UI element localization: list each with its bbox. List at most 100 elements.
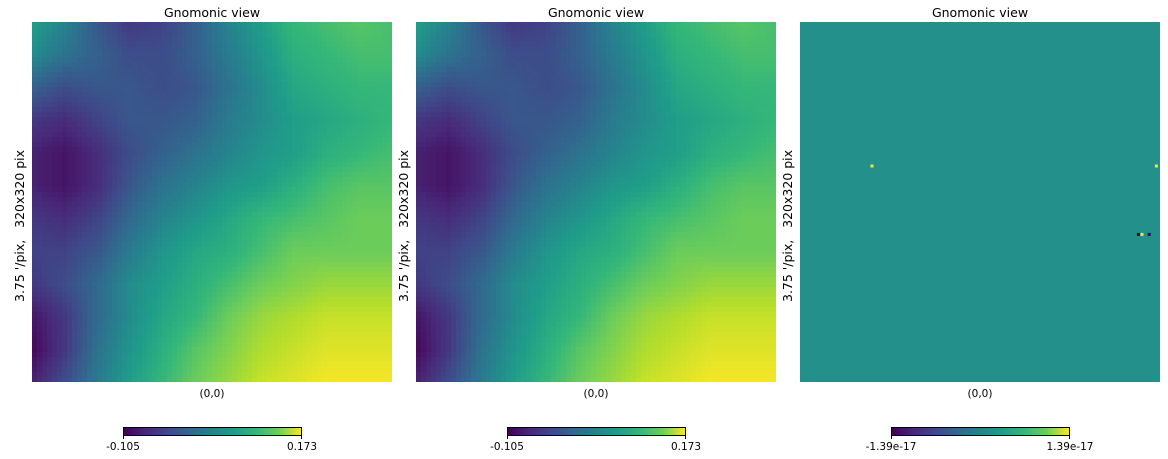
map-cell	[32, 262, 38, 268]
map-cell	[347, 227, 353, 233]
map-cell	[367, 87, 373, 93]
map-cell	[322, 127, 328, 133]
map-cell	[362, 162, 368, 168]
map-cell	[232, 182, 238, 188]
map-cell	[357, 257, 363, 263]
map-cell	[252, 167, 258, 173]
map-cell	[307, 172, 313, 178]
map-cell	[147, 287, 153, 293]
map-cell	[92, 367, 98, 373]
map-cell	[347, 187, 353, 193]
map-cell	[32, 222, 38, 228]
map-cell	[162, 272, 168, 278]
map-cell	[122, 202, 128, 208]
map-cell	[312, 107, 318, 113]
map-cell	[202, 272, 208, 278]
map-cell	[302, 287, 308, 293]
map-cell	[177, 127, 183, 133]
map-cell	[307, 142, 313, 148]
map-cell	[282, 37, 288, 43]
map-cell	[67, 267, 73, 273]
map-cell	[287, 172, 293, 178]
map-cell	[42, 232, 48, 238]
map-cell	[327, 82, 333, 88]
map-cell	[282, 32, 288, 38]
map-cell	[367, 267, 373, 273]
map-cell	[227, 107, 233, 113]
map-cell	[347, 27, 353, 33]
map-cell	[77, 202, 83, 208]
map-cell	[182, 237, 188, 243]
map-cell	[47, 177, 53, 183]
map-cell	[47, 112, 53, 118]
map-cell	[357, 177, 363, 183]
map-cell	[332, 197, 338, 203]
map-cell	[362, 227, 368, 233]
map-cell	[377, 362, 383, 368]
map-cell	[327, 257, 333, 263]
map-cell	[247, 292, 253, 298]
map-cell	[242, 277, 248, 283]
map-cell	[187, 97, 193, 103]
map-cell	[257, 82, 263, 88]
map-cell	[52, 252, 58, 258]
map-cell	[232, 262, 238, 268]
map-cell	[267, 32, 273, 38]
map-cell	[82, 352, 88, 358]
map-cell	[37, 97, 43, 103]
map-cell	[187, 132, 193, 138]
map-cell	[262, 292, 268, 298]
map-cell	[297, 127, 303, 133]
map-cell	[52, 192, 58, 198]
map-cell	[242, 347, 248, 353]
map-cell	[307, 37, 313, 43]
map-cell	[167, 157, 173, 163]
map-cell	[187, 232, 193, 238]
map-cell	[357, 292, 363, 298]
map-cell	[302, 147, 308, 153]
map-cell	[72, 112, 78, 118]
map-cell	[362, 322, 368, 328]
map-cell	[352, 347, 358, 353]
map-cell	[302, 72, 308, 78]
map-cell	[372, 212, 378, 218]
map-cell	[367, 117, 373, 123]
map-cell	[147, 77, 153, 83]
map-cell	[257, 277, 263, 283]
map-cell	[32, 67, 38, 73]
map-cell	[232, 67, 238, 73]
map-cell	[32, 362, 38, 368]
map-cell	[152, 167, 158, 173]
map-cell	[37, 47, 43, 53]
map-cell	[222, 142, 228, 148]
map-cell	[267, 272, 273, 278]
map-cell	[387, 262, 392, 268]
map-cell	[177, 42, 183, 48]
map-cell	[332, 332, 338, 338]
map-cell	[277, 107, 283, 113]
map-cell	[207, 282, 213, 288]
map-cell	[212, 277, 218, 283]
map-cell	[82, 192, 88, 198]
map-cell	[52, 152, 58, 158]
map-cell	[107, 132, 113, 138]
map-cell	[272, 242, 278, 248]
map-cell	[32, 307, 38, 313]
map-cell	[387, 62, 392, 68]
map-cell	[122, 137, 128, 143]
map-cell	[332, 177, 338, 183]
map-cell	[47, 182, 53, 188]
gnomonic-map	[32, 22, 392, 382]
map-cell	[252, 102, 258, 108]
map-cell	[132, 327, 138, 333]
map-cell	[337, 237, 343, 243]
map-cell	[32, 42, 38, 48]
map-cell	[142, 172, 148, 178]
map-cell	[102, 212, 108, 218]
map-cell	[262, 67, 268, 73]
map-cell	[247, 242, 253, 248]
map-cell	[387, 252, 392, 258]
map-cell	[182, 267, 188, 273]
map-cell	[217, 262, 223, 268]
map-cell	[382, 232, 388, 238]
